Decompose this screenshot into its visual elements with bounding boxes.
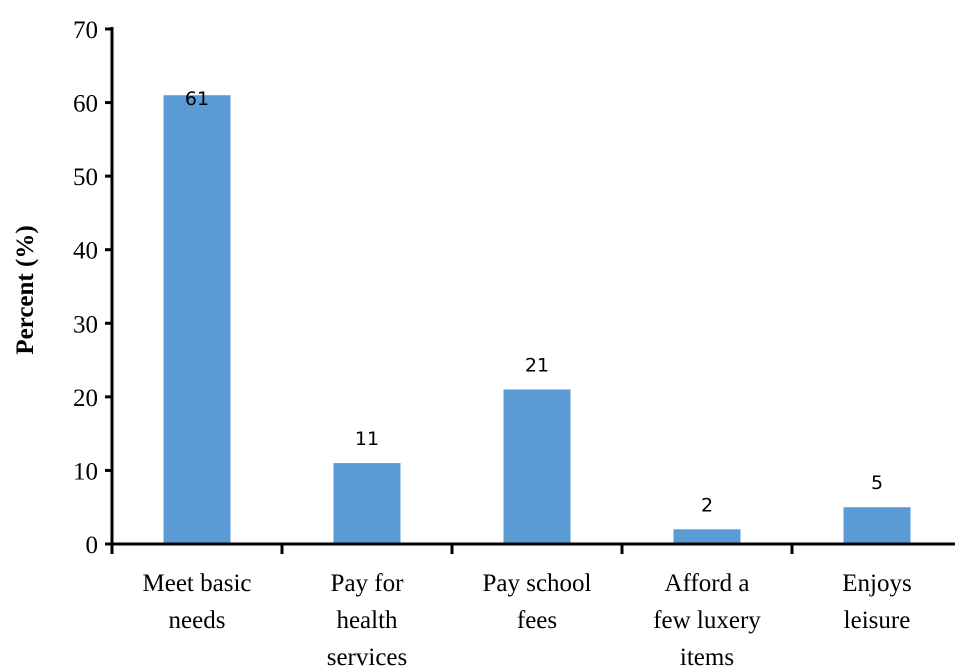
y-tick-label-5: 50 <box>73 164 98 191</box>
y-tick-label-6: 60 <box>73 91 98 118</box>
y-tick-label-1: 10 <box>73 458 98 485</box>
category-label-4: Enjoys leisure <box>842 570 911 634</box>
y-tick-label-4: 40 <box>73 238 98 265</box>
data-label-4: 5 <box>871 472 883 494</box>
bar-4 <box>843 507 911 544</box>
bars <box>163 95 911 544</box>
data-labels: 61 11 21 2 5 <box>185 88 883 516</box>
category-label-0: Meet basic needs <box>143 570 252 634</box>
y-tick-label-3: 30 <box>73 311 98 338</box>
category-label-1-line-1: health <box>336 607 398 634</box>
axes <box>105 27 955 554</box>
category-label-3: Afford a few luxery items <box>653 570 761 666</box>
category-label-2-line-0: Pay school <box>482 570 591 597</box>
category-label-3-line-2: items <box>680 644 734 666</box>
category-label-0-line-0: Meet basic <box>143 570 252 597</box>
bar-3 <box>673 529 741 544</box>
category-label-1-line-0: Pay for <box>331 570 405 597</box>
y-tick-label-0: 0 <box>86 532 99 559</box>
category-label-3-line-0: Afford a <box>665 570 750 597</box>
category-label-1: Pay for health services <box>327 570 408 666</box>
y-tick-label-2: 20 <box>73 385 98 412</box>
bar-2 <box>503 389 571 544</box>
category-label-4-line-0: Enjoys <box>842 570 911 597</box>
category-label-2: Pay school fees <box>482 570 591 634</box>
data-label-1: 11 <box>355 428 379 450</box>
category-label-0-line-1: needs <box>169 607 226 634</box>
category-label-2-line-1: fees <box>517 607 557 634</box>
bar-0 <box>163 95 231 544</box>
y-axis-title: Percent (%) <box>12 225 39 354</box>
data-label-2: 21 <box>525 355 549 377</box>
category-label-1-line-2: services <box>327 644 408 666</box>
category-label-3-line-1: few luxery <box>653 607 761 634</box>
y-axis-ticks: 0 10 20 30 40 50 60 70 <box>73 17 112 559</box>
bar-1 <box>333 463 401 544</box>
y-tick-label-7: 70 <box>73 17 98 44</box>
category-label-4-line-1: leisure <box>844 607 911 634</box>
data-label-0: 61 <box>185 88 209 110</box>
data-label-3: 2 <box>701 494 713 516</box>
